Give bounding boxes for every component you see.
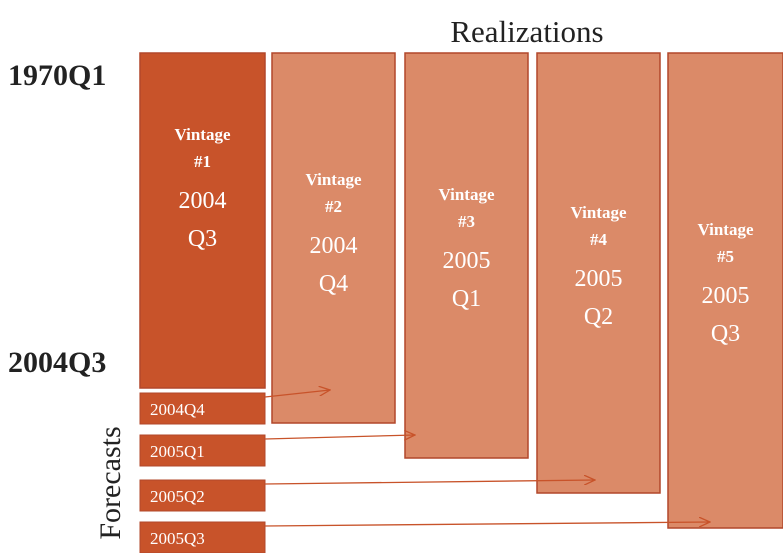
vintage-quarter: Q3 [188, 226, 217, 252]
forecast-box [139, 521, 266, 553]
vintage-boxes: Vintage#12004Q3Vintage#22004Q4Vintage#32… [139, 52, 783, 529]
end-label: 2004Q3 [8, 346, 106, 379]
arrow [264, 480, 595, 484]
vintage-number: #3 [458, 212, 475, 231]
vintage-quarter: Q2 [584, 304, 613, 330]
vintage-box [271, 52, 396, 424]
forecast-label: 2005Q2 [150, 487, 205, 506]
vintage-number: #2 [325, 197, 342, 216]
vintage-box [536, 52, 661, 494]
vintage-number: #1 [194, 152, 211, 171]
vintage-box [139, 52, 266, 389]
vintage-quarter: Q4 [319, 271, 348, 297]
vintage-quarter: Q3 [711, 321, 740, 347]
forecast-box [139, 479, 266, 512]
vintage-label: Vintage [570, 203, 626, 222]
arrow [264, 390, 330, 398]
forecast-box [139, 434, 266, 467]
vintage-label: Vintage [305, 170, 361, 189]
forecast-label: 2004Q4 [150, 400, 205, 419]
vintage-year: 2004 [310, 233, 358, 259]
vintage-number: #4 [590, 230, 608, 249]
title: Realizations [450, 14, 603, 49]
vintage-box [667, 52, 783, 529]
forecast-label: 2005Q3 [150, 529, 205, 548]
arrow [264, 522, 710, 526]
vintage-box [404, 52, 529, 459]
forecast-box [139, 392, 266, 425]
vintage-label: Vintage [697, 220, 753, 239]
forecast-boxes: 2004Q4 2005Q1 2005Q2 2005Q3 [139, 390, 710, 553]
start-label: 1970Q1 [8, 59, 106, 92]
vintage-year: 2004 [179, 188, 227, 214]
vintage-label: Vintage [174, 125, 230, 144]
arrow [264, 435, 415, 439]
vintage-year: 2005 [443, 248, 491, 274]
forecast-label: 2005Q1 [150, 442, 205, 461]
vintage-number: #5 [717, 247, 734, 266]
vintage-label: Vintage [438, 185, 494, 204]
vintage-year: 2005 [575, 266, 623, 292]
vintage-year: 2005 [702, 283, 750, 309]
forecasts-label: Forecasts [94, 426, 127, 539]
vintage-quarter: Q1 [452, 286, 481, 312]
